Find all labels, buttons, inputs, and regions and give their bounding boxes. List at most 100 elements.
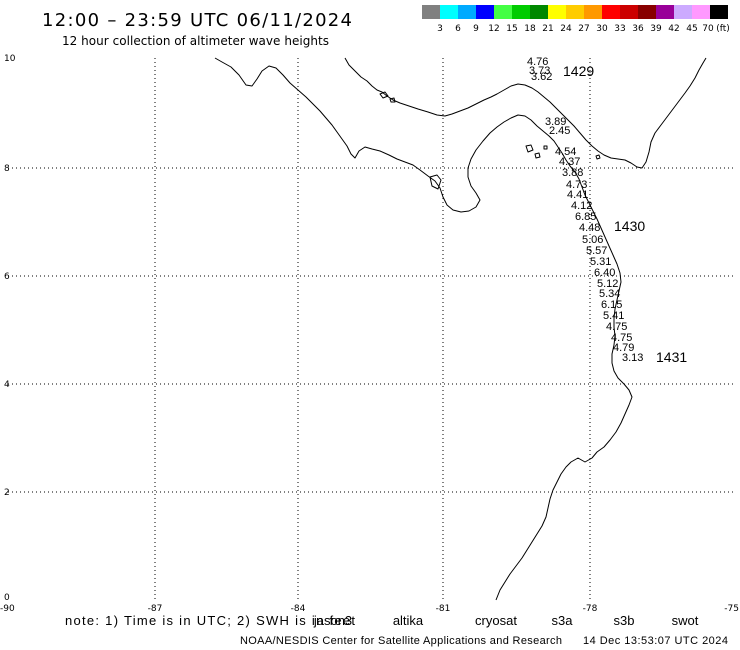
pass-number-label: 1430 — [614, 218, 645, 234]
legend-swatch — [620, 5, 638, 19]
lon-tick-label: -90 — [0, 604, 15, 614]
satellite-name: s3b — [614, 613, 635, 628]
legend-label: 30 — [596, 24, 608, 34]
legend-label: 27 — [578, 24, 589, 34]
wave-height-label: 4.73 — [566, 179, 587, 191]
wave-height-label: 6.40 — [594, 267, 615, 279]
longitude-axis: -90 -87 -84 -81 -78 -75 — [0, 604, 739, 614]
wave-height-label: 6.85 — [575, 211, 596, 223]
lat-tick-label: 0 — [4, 593, 10, 603]
legend-swatch — [476, 5, 494, 19]
lon-tick-label: -75 — [724, 604, 739, 614]
satellite-name: s3a — [552, 613, 574, 628]
legend-label: 45 — [686, 24, 697, 34]
wave-height-label: 4.76 — [527, 56, 548, 68]
legend-label: 12 — [488, 24, 499, 34]
legend-label: 70 — [702, 24, 714, 34]
legend-swatch — [602, 5, 620, 19]
wave-height-track: 4.76 3.73 3.62 3.89 2.45 4.54 4.37 3.88 … — [527, 56, 643, 364]
pass-number-label: 1431 — [656, 349, 687, 365]
credit-line: NOAA/NESDIS Center for Satellite Applica… — [240, 635, 562, 647]
wave-height-label: 5.12 — [597, 278, 618, 290]
wave-height-label: 5.34 — [599, 288, 620, 300]
wave-height-label: 5.57 — [586, 245, 607, 257]
legend-swatch — [548, 5, 566, 19]
latitude-axis: 10 8 6 4 2 0 — [4, 54, 16, 603]
island — [389, 97, 396, 103]
satellite-name: altika — [393, 613, 424, 628]
satellite-name: swot — [672, 613, 699, 628]
legend-label: 3 — [437, 24, 443, 34]
legend-swatch — [422, 5, 440, 19]
wave-height-label: 4.41 — [567, 189, 588, 201]
lat-tick-label: 2 — [4, 488, 10, 498]
legend-swatch — [710, 5, 728, 19]
legend-swatch — [656, 5, 674, 19]
legend-label: 24 — [560, 24, 572, 34]
wave-height-label: 4.12 — [571, 200, 592, 212]
wave-height-label: 3.62 — [531, 71, 552, 83]
wave-height-label: 4.54 — [555, 146, 576, 158]
wave-height-label: 4.79 — [613, 342, 634, 354]
island — [379, 91, 389, 99]
legend-swatch — [674, 5, 692, 19]
satellite-name: cryosat — [475, 613, 517, 628]
island — [543, 145, 548, 150]
generated-timestamp: 14 Dec 13:53:07 UTC 2024 — [583, 635, 728, 647]
legend-swatch — [512, 5, 530, 19]
legend-swatch — [584, 5, 602, 19]
lat-tick-label: 4 — [4, 380, 10, 390]
wave-height-label: 4.48 — [579, 222, 600, 234]
legend-label: 9 — [473, 24, 479, 34]
lon-tick-label: -81 — [436, 604, 451, 614]
legend-label: 6 — [455, 24, 461, 34]
island — [525, 144, 534, 153]
wave-height-label: 4.75 — [606, 321, 627, 333]
wave-height-label: 3.89 — [545, 116, 566, 128]
legend-label: 33 — [614, 24, 625, 34]
island — [534, 152, 541, 159]
legend-swatch — [638, 5, 656, 19]
legend-swatch — [440, 5, 458, 19]
pacific-coastline — [214, 57, 633, 601]
wave-height-label: 2.45 — [549, 125, 570, 137]
lat-tick-label: 8 — [4, 164, 10, 174]
island — [595, 154, 601, 160]
caribbean-coastline — [344, 57, 707, 169]
legend-swatch — [494, 5, 512, 19]
footnote: note: 1) Time is in UTC; 2) SWH is in fe… — [65, 613, 355, 628]
lat-tick-label: 6 — [4, 272, 10, 282]
coastline — [214, 57, 707, 601]
satellite-key: jason3 altika cryosat s3a s3b swot — [313, 613, 699, 628]
wave-height-label: 5.41 — [603, 310, 624, 322]
wave-height-label: 3.73 — [529, 65, 550, 77]
legend-swatch — [458, 5, 476, 19]
color-legend: 3 6 9 12 15 18 21 24 27 30 33 36 39 42 4… — [422, 5, 730, 34]
wave-height-label: 5.31 — [590, 256, 611, 268]
legend-label: 42 — [668, 24, 679, 34]
wave-height-label: 6.15 — [601, 299, 622, 311]
wave-height-label: 3.13 — [622, 352, 643, 364]
lon-tick-label: -84 — [291, 604, 306, 614]
wave-height-label: 4.37 — [559, 156, 580, 168]
wave-height-label: 4.75 — [611, 332, 632, 344]
pass-labels: 1429 1430 1431 — [563, 63, 687, 365]
legend-swatch — [692, 5, 710, 19]
wave-height-label: 3.88 — [562, 167, 583, 179]
lon-tick-label: -78 — [583, 604, 598, 614]
legend-label: 36 — [632, 24, 644, 34]
legend-label: 21 — [542, 24, 553, 34]
pass-number-label: 1429 — [563, 63, 594, 79]
satellite-name: jason3 — [313, 613, 352, 628]
map-subtitle: 12 hour collection of altimeter wave hei… — [62, 34, 329, 48]
legend-swatch — [530, 5, 548, 19]
wave-height-label: 5.06 — [582, 234, 603, 246]
map-title: 12:00 – 23:59 UTC 06/11/2024 — [42, 10, 352, 31]
legend-label: 39 — [650, 24, 662, 34]
lon-tick-label: -87 — [148, 604, 163, 614]
legend-label: 18 — [524, 24, 536, 34]
legend-swatch — [566, 5, 584, 19]
island — [429, 174, 442, 190]
lat-tick-label: 10 — [4, 54, 16, 64]
